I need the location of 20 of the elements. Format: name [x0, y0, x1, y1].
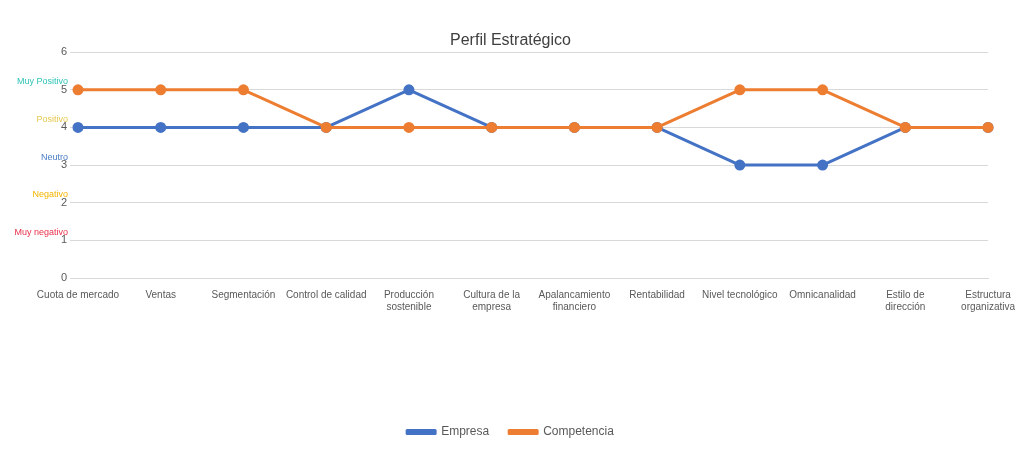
text: Negativo — [32, 189, 68, 200]
x-tick-label: Ventas — [145, 288, 177, 300]
x-tick-label: Rentabilidad — [629, 288, 685, 300]
x-tick-label: Segmentación — [211, 288, 276, 300]
chart-title: Perfil Estratégico — [450, 31, 572, 49]
x-tick-label: Control de calidad — [285, 288, 367, 300]
text: Muy negativo — [14, 226, 68, 237]
legend-label: Empresa — [441, 424, 490, 439]
text: Muy Positivo — [16, 76, 68, 87]
x-tick-label: Cultura de la empresa — [463, 288, 521, 312]
x-tick-label: Cuota de mercado — [36, 288, 120, 300]
y-tick-label: 0 — [60, 271, 67, 284]
x-tick-label: Estilo de dirección — [885, 288, 926, 312]
x-tick-label: Apalancamiento financiero — [538, 288, 611, 312]
x-tick-label: Omnicanalidad — [789, 288, 856, 300]
x-tick-label: Estructura organizativa — [961, 288, 1016, 312]
legend-label: Competencia — [543, 424, 615, 439]
x-tick-label: Nivel tecnológico — [702, 288, 779, 300]
x-tick-label: Producción sostenible — [383, 288, 434, 312]
y-tick-label: 6 — [60, 45, 67, 58]
